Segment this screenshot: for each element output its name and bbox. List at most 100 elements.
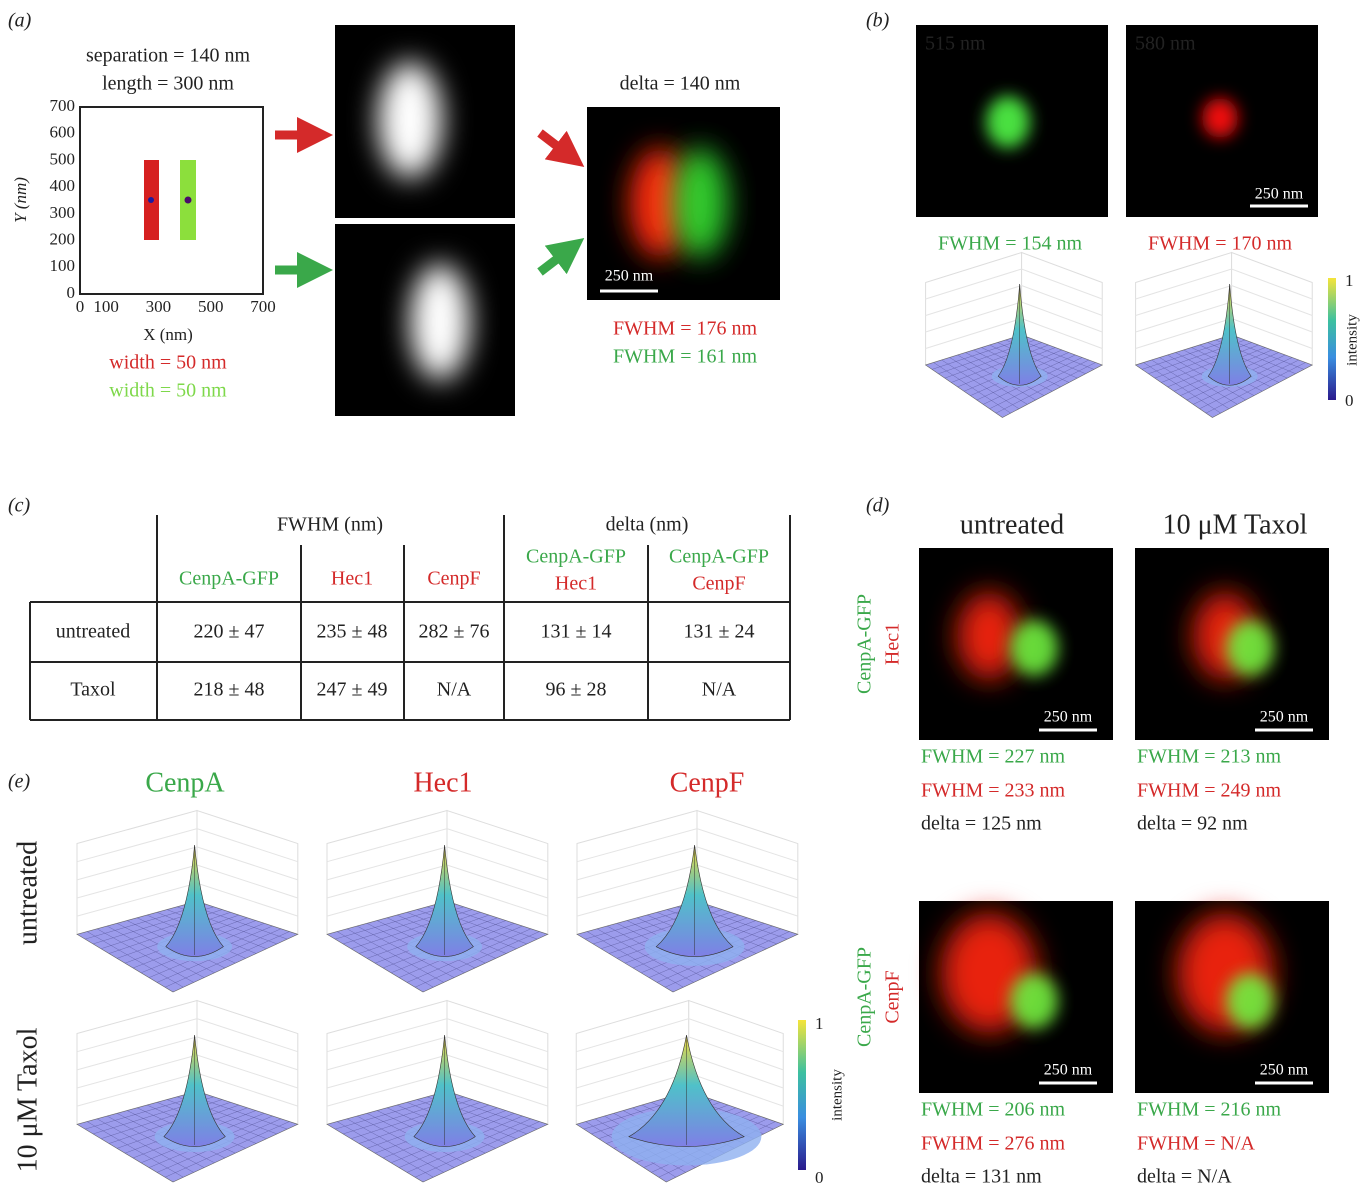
- column-title: untreated: [960, 509, 1064, 540]
- colorbar-label: 0: [815, 1168, 824, 1187]
- colorbar: [1328, 278, 1336, 400]
- fwhm: FWHM = 206 nm: [921, 1099, 1066, 1121]
- column-header: CenpA-GFP: [669, 546, 769, 568]
- x-tick-label: 300: [146, 297, 172, 316]
- fwhm: FWHM = 227 nm: [921, 746, 1066, 768]
- group-header: delta (nm): [606, 514, 689, 536]
- table-cell: 247 ± 49: [317, 679, 388, 701]
- spot: [378, 62, 442, 178]
- surface-plot: [77, 811, 298, 993]
- delta: delta = 131 nm: [921, 1166, 1042, 1188]
- x-tick-label: 700: [250, 297, 276, 316]
- row-header: Taxol: [70, 679, 116, 701]
- column-title: CenpA: [145, 767, 225, 798]
- plot-frame: [80, 107, 263, 294]
- row-title: untreated: [12, 841, 43, 945]
- fwhm: FWHM = 170 nm: [1148, 233, 1293, 255]
- fwhm: FWHM = 233 nm: [921, 780, 1066, 802]
- colorbar: [798, 1020, 806, 1170]
- column-header: CenpA-GFP: [526, 546, 626, 568]
- arrow: [540, 133, 570, 156]
- x-axis-label: X (nm): [143, 325, 193, 344]
- column-title: CenpF: [670, 767, 745, 798]
- delta: delta = N/A: [1137, 1166, 1232, 1188]
- colorbar-title: intensity: [829, 1069, 845, 1121]
- table-cell: 218 ± 48: [194, 679, 265, 701]
- y-tick-label: 100: [50, 256, 76, 275]
- row-label: CenpF: [882, 970, 904, 1023]
- spot: [957, 592, 1021, 680]
- surface-plot: [327, 811, 548, 993]
- colorbar-label: 0: [1345, 391, 1354, 410]
- panel-label: (d): [866, 495, 890, 517]
- y-tick-label: 200: [50, 229, 76, 248]
- y-tick-label: 0: [67, 283, 76, 302]
- column-header: CenpF: [692, 573, 745, 595]
- column-header: Hec1: [555, 573, 597, 595]
- table-cell: 282 ± 76: [419, 621, 490, 643]
- row-label: CenpA-GFP: [854, 947, 876, 1047]
- y-tick-label: 400: [50, 176, 76, 195]
- axis-ticks: 01002003004005006007000100300500700: [50, 96, 276, 316]
- scale-label: 250 nm: [605, 268, 654, 285]
- column-header: CenpA-GFP: [179, 568, 279, 590]
- row-title: 10 μM Taxol: [12, 1027, 43, 1172]
- delta: delta = 125 nm: [921, 813, 1042, 835]
- colorbar-label: 1: [1345, 271, 1354, 290]
- spot: [986, 96, 1030, 148]
- title: separation = 140 nm: [86, 45, 250, 67]
- spot: [410, 264, 470, 380]
- panel-label: (c): [8, 495, 31, 517]
- surface-plot: [77, 1001, 298, 1183]
- scale-label: 250 nm: [1044, 1062, 1093, 1079]
- surface-plot: [577, 811, 798, 993]
- column-header: CenpF: [427, 568, 480, 590]
- surface-plot: [327, 1001, 548, 1183]
- fwhm: FWHM = 276 nm: [921, 1133, 1066, 1155]
- fwhm: FWHM = N/A: [1137, 1133, 1256, 1155]
- surface-plot: [1136, 253, 1313, 418]
- table-cell: N/A: [702, 679, 737, 701]
- column-title: Hec1: [413, 767, 472, 798]
- table-body: untreated220 ± 47235 ± 48282 ± 76131 ± 1…: [56, 621, 755, 701]
- y-tick-label: 300: [50, 203, 76, 222]
- colorbar-label: 1: [815, 1014, 824, 1033]
- x-tick-label: 0: [76, 297, 85, 316]
- y-axis-label: Y (nm): [11, 177, 30, 223]
- row-label: Hec1: [882, 623, 904, 665]
- spot: [1010, 973, 1058, 1029]
- column-header: Hec1: [331, 568, 373, 590]
- scale-label: 250 nm: [1044, 709, 1093, 726]
- panel-label: (e): [8, 771, 31, 793]
- table-cell: N/A: [437, 679, 472, 701]
- scale-label: 250 nm: [1255, 186, 1304, 203]
- spot: [1202, 98, 1238, 138]
- table-cell: 235 ± 48: [317, 621, 388, 643]
- scale-label: 250 nm: [1260, 1062, 1309, 1079]
- spot: [1226, 620, 1274, 676]
- delta: delta = 92 nm: [1137, 813, 1248, 835]
- fwhm: FWHM = 154 nm: [938, 233, 1083, 255]
- spot: [1010, 620, 1058, 676]
- fwhm: FWHM = 213 nm: [1137, 746, 1282, 768]
- table-cell: 220 ± 47: [194, 621, 265, 643]
- fwhm: FWHM = 216 nm: [1137, 1099, 1282, 1121]
- title: delta = 140 nm: [620, 73, 741, 95]
- wavelength: 580 nm: [1135, 33, 1196, 55]
- fwhm: FWHM = 249 nm: [1137, 780, 1282, 802]
- wavelength: 515 nm: [925, 33, 986, 55]
- row-label: CenpA-GFP: [854, 594, 876, 694]
- table-cell: 131 ± 24: [684, 621, 755, 643]
- center-dot: [148, 197, 154, 203]
- scale-label: 250 nm: [1260, 709, 1309, 726]
- panel-label: (b): [866, 10, 890, 32]
- width-label: width = 50 nm: [109, 352, 227, 374]
- fwhm: FWHM = 161 nm: [613, 346, 758, 368]
- spot: [1226, 973, 1274, 1029]
- row-header: untreated: [56, 621, 130, 643]
- table-cell: 96 ± 28: [546, 679, 607, 701]
- spot: [672, 148, 728, 258]
- x-tick-label: 100: [93, 297, 119, 316]
- y-tick-label: 600: [50, 123, 76, 142]
- y-tick-label: 500: [50, 149, 76, 168]
